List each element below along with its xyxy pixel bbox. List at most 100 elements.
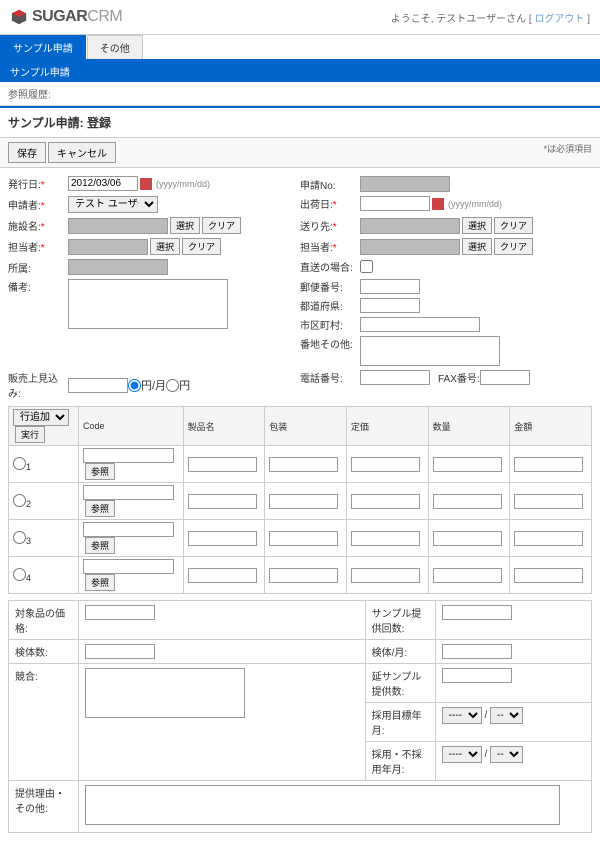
yen-radio[interactable] [166, 379, 179, 392]
label-direct: 直送の場合: [300, 259, 360, 274]
compete-textarea[interactable] [85, 668, 245, 718]
calendar-icon[interactable] [140, 178, 152, 190]
sample-count-input[interactable] [442, 605, 512, 620]
postal-input[interactable] [360, 279, 420, 294]
product-input-4[interactable] [188, 568, 257, 583]
label-dept: 所属: [8, 260, 68, 275]
pack-input-4[interactable] [269, 568, 338, 583]
target-price-input[interactable] [85, 605, 155, 620]
case-month-input[interactable] [442, 644, 512, 659]
send-select-button[interactable]: 選択 [462, 217, 492, 234]
pref-input[interactable] [360, 298, 420, 313]
label-case-month: 検体/月: [365, 640, 435, 664]
person-select-button[interactable]: 選択 [150, 238, 180, 255]
row-radio-1[interactable] [13, 457, 26, 470]
save-button[interactable]: 保存 [8, 142, 46, 163]
ref-button-3[interactable]: 参照 [85, 537, 115, 554]
city-input[interactable] [360, 317, 480, 332]
send-clear-button[interactable]: クリア [494, 217, 533, 234]
pack-input-3[interactable] [269, 531, 338, 546]
date-hint-2: (yyyy/mm/dd) [448, 199, 502, 209]
send-to-field [360, 218, 460, 234]
addr-textarea[interactable] [360, 336, 500, 366]
facility-clear-button[interactable]: クリア [202, 217, 241, 234]
adopt-date-year[interactable]: ---- [442, 746, 482, 763]
product-input-2[interactable] [188, 494, 257, 509]
code-input-1[interactable] [83, 448, 174, 463]
amount-input-3[interactable] [514, 531, 583, 546]
label-target-price: 対象品の価格: [9, 601, 79, 640]
welcome-text: ようこそ, テストユーザーさん [391, 14, 526, 25]
logo-icon [10, 8, 28, 26]
reason-textarea[interactable] [85, 785, 560, 825]
price-input-4[interactable] [351, 568, 420, 583]
label-sample-count: サンプル提供回数: [365, 601, 435, 640]
price-input-1[interactable] [351, 457, 420, 472]
pack-input-1[interactable] [269, 457, 338, 472]
label-phone: 電話番号: [300, 370, 360, 385]
person-r-select-button[interactable]: 選択 [462, 238, 492, 255]
cancel-button[interactable]: キャンセル [48, 142, 116, 163]
label-adopt-target: 採用目標年月: [365, 703, 435, 742]
fax-input[interactable] [480, 370, 530, 385]
facility-field [68, 218, 168, 234]
label-fax: FAX番号: [438, 370, 480, 385]
person-clear-button[interactable]: クリア [182, 238, 221, 255]
row-radio-3[interactable] [13, 531, 26, 544]
person-r-clear-button[interactable]: クリア [494, 238, 533, 255]
price-input-3[interactable] [351, 531, 420, 546]
total-sample-input[interactable] [442, 668, 512, 683]
tab-other[interactable]: その他 [87, 35, 143, 59]
label-person-r: 担当者:* [300, 239, 360, 254]
label-addr: 番地その他: [300, 336, 360, 351]
label-case-count: 検体数: [9, 640, 79, 664]
adopt-date-month[interactable]: -- [490, 746, 523, 763]
direct-checkbox[interactable] [360, 260, 373, 273]
row-radio-4[interactable] [13, 568, 26, 581]
calendar-icon-2[interactable] [432, 198, 444, 210]
adopt-target-month[interactable]: -- [490, 707, 523, 724]
qty-input-4[interactable] [433, 568, 502, 583]
ref-button-2[interactable]: 参照 [85, 500, 115, 517]
sales-input[interactable] [68, 378, 128, 393]
case-count-input[interactable] [85, 644, 155, 659]
adopt-target-year[interactable]: ---- [442, 707, 482, 724]
add-row-select[interactable]: 行追加 [13, 409, 69, 426]
qty-input-1[interactable] [433, 457, 502, 472]
code-input-3[interactable] [83, 522, 174, 537]
facility-select-button[interactable]: 選択 [170, 217, 200, 234]
code-input-4[interactable] [83, 559, 174, 574]
ref-button-1[interactable]: 参照 [85, 463, 115, 480]
row-radio-2[interactable] [13, 494, 26, 507]
logout-link[interactable]: ログアウト [534, 14, 584, 25]
th-qty: 数量 [428, 407, 510, 446]
amount-input-1[interactable] [514, 457, 583, 472]
table-row: 3参照 [9, 520, 592, 557]
issue-date-input[interactable] [68, 176, 138, 191]
applicant-select[interactable]: テスト ユーザー [68, 196, 158, 213]
qty-input-2[interactable] [433, 494, 502, 509]
date-hint-1: (yyyy/mm/dd) [156, 179, 210, 189]
qty-input-3[interactable] [433, 531, 502, 546]
product-input-1[interactable] [188, 457, 257, 472]
pack-input-2[interactable] [269, 494, 338, 509]
remarks-textarea[interactable] [68, 279, 228, 329]
person-r-field [360, 239, 460, 255]
label-postal: 郵便番号: [300, 279, 360, 294]
label-facility: 施設名:* [8, 218, 68, 233]
label-person: 担当者:* [8, 239, 68, 254]
ref-button-4[interactable]: 参照 [85, 574, 115, 591]
tab-sample[interactable]: サンプル申請 [0, 35, 86, 59]
code-input-2[interactable] [83, 485, 174, 500]
product-input-3[interactable] [188, 531, 257, 546]
subtab[interactable]: サンプル申請 [0, 61, 600, 82]
exec-button[interactable]: 実行 [15, 426, 45, 443]
price-input-2[interactable] [351, 494, 420, 509]
table-row: 1参照 [9, 446, 592, 483]
label-applicant: 申請者:* [8, 197, 68, 212]
depart-date-input[interactable] [360, 196, 430, 211]
amount-input-2[interactable] [514, 494, 583, 509]
amount-input-4[interactable] [514, 568, 583, 583]
yen-month-radio[interactable] [128, 379, 141, 392]
phone-input[interactable] [360, 370, 430, 385]
